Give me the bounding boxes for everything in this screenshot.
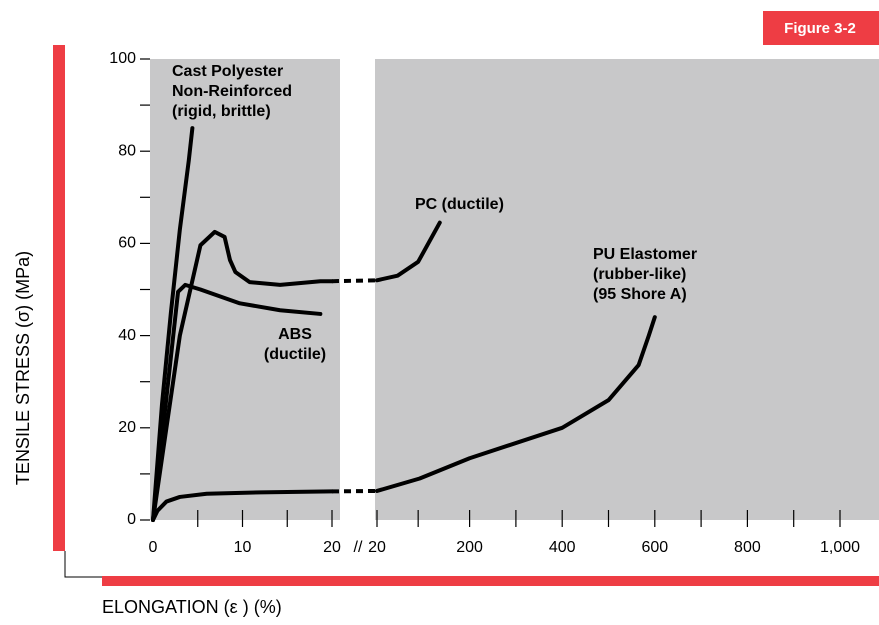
curve xyxy=(151,229,334,522)
x-tick-label: 10 xyxy=(234,539,252,556)
x-tick-label: 20 xyxy=(368,539,386,556)
break-connector xyxy=(331,278,378,284)
y-axis-label: TENSILE STRESS (σ) (MPa) xyxy=(13,251,33,485)
series-label: Non-Reinforced xyxy=(172,83,292,100)
y-tick-label: 80 xyxy=(118,142,136,159)
y-tick-label: 40 xyxy=(118,327,136,344)
x-tick-label: 200 xyxy=(456,539,483,556)
series-label: (rigid, brittle) xyxy=(172,103,271,120)
right-panel xyxy=(375,59,879,520)
curve xyxy=(375,220,442,283)
x-axis-label: ELONGATION (ε ) (%) xyxy=(102,597,282,617)
axis-break: // xyxy=(354,539,363,556)
y-tick-label: 100 xyxy=(109,50,136,67)
corner-line xyxy=(64,551,102,578)
curve xyxy=(151,282,323,522)
series-label: (ductile) xyxy=(264,346,326,363)
figure-label-box xyxy=(763,11,879,45)
y-accent-bar xyxy=(53,45,65,551)
curve xyxy=(151,489,334,522)
curve xyxy=(151,126,195,522)
x-tick-label: 1,000 xyxy=(820,539,860,556)
y-tick-label: 0 xyxy=(127,511,136,528)
figure-label: Figure 3-2 xyxy=(784,20,856,37)
x-tick-label: 400 xyxy=(549,539,576,556)
x-tick-label: 20 xyxy=(323,539,341,556)
x-accent-bar xyxy=(102,576,879,586)
series-label: (rubber-like) xyxy=(593,266,686,283)
y-tick-label: 60 xyxy=(118,235,136,252)
series-label: Cast Polyester xyxy=(172,63,283,80)
x-tick-label: 800 xyxy=(734,539,761,556)
series-label: PU Elastomer xyxy=(593,246,697,263)
y-tick-label: 20 xyxy=(118,419,136,436)
series-label: (95 Shore A) xyxy=(593,286,687,303)
series-label: PC (ductile) xyxy=(415,196,504,213)
series-label: ABS xyxy=(278,326,312,343)
x-tick-label: 0 xyxy=(149,539,158,556)
curve xyxy=(375,315,657,493)
x-tick-label: 600 xyxy=(641,539,668,556)
